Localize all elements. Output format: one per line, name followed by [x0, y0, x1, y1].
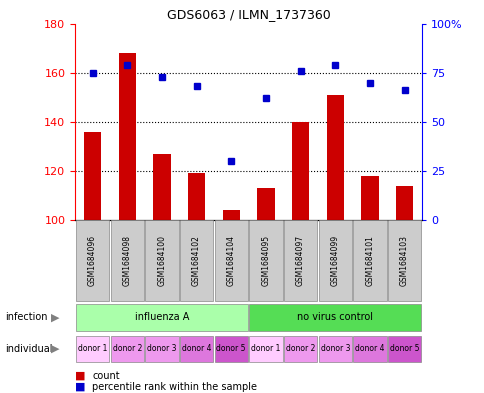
Text: donor 5: donor 5: [389, 344, 419, 353]
Text: GSM1684097: GSM1684097: [295, 235, 304, 286]
Bar: [180, 220, 213, 301]
Text: GSM1684096: GSM1684096: [88, 235, 97, 286]
Text: ■: ■: [75, 382, 86, 392]
Bar: [222, 210, 240, 220]
Bar: [214, 220, 247, 301]
Bar: [76, 220, 109, 301]
Bar: [395, 186, 412, 220]
Bar: [214, 336, 247, 362]
Bar: [153, 154, 170, 220]
Bar: [187, 173, 205, 220]
Text: donor 1: donor 1: [251, 344, 280, 353]
Text: donor 3: donor 3: [147, 344, 176, 353]
Bar: [110, 220, 144, 301]
Text: donor 4: donor 4: [354, 344, 384, 353]
Bar: [118, 53, 136, 220]
Text: ■: ■: [75, 371, 86, 381]
Text: GSM1684100: GSM1684100: [157, 235, 166, 286]
Text: infection: infection: [5, 312, 47, 322]
Text: count: count: [92, 371, 120, 381]
Bar: [387, 336, 421, 362]
Text: donor 4: donor 4: [182, 344, 211, 353]
Bar: [180, 336, 213, 362]
Bar: [352, 220, 386, 301]
Bar: [318, 220, 351, 301]
Bar: [249, 304, 421, 331]
Bar: [145, 220, 178, 301]
Bar: [110, 336, 144, 362]
Bar: [145, 336, 178, 362]
Bar: [352, 336, 386, 362]
Bar: [249, 336, 282, 362]
Bar: [291, 122, 309, 220]
Bar: [326, 95, 343, 220]
Text: no virus control: no virus control: [297, 312, 373, 322]
Bar: [76, 304, 247, 331]
Bar: [249, 220, 282, 301]
Text: donor 3: donor 3: [320, 344, 349, 353]
Text: donor 1: donor 1: [77, 344, 107, 353]
Bar: [76, 336, 109, 362]
Bar: [318, 336, 351, 362]
Bar: [361, 176, 378, 220]
Text: donor 2: donor 2: [285, 344, 315, 353]
Title: GDS6063 / ILMN_1737360: GDS6063 / ILMN_1737360: [166, 8, 330, 21]
Text: ▶: ▶: [51, 312, 60, 322]
Bar: [283, 220, 317, 301]
Bar: [84, 132, 101, 220]
Text: GSM1684095: GSM1684095: [261, 235, 270, 286]
Bar: [387, 220, 421, 301]
Bar: [283, 336, 317, 362]
Text: GSM1684101: GSM1684101: [364, 235, 374, 286]
Text: GSM1684102: GSM1684102: [192, 235, 201, 286]
Text: donor 2: donor 2: [112, 344, 142, 353]
Text: GSM1684098: GSM1684098: [122, 235, 132, 286]
Text: GSM1684099: GSM1684099: [330, 235, 339, 286]
Text: donor 5: donor 5: [216, 344, 245, 353]
Text: influenza A: influenza A: [135, 312, 189, 322]
Text: percentile rank within the sample: percentile rank within the sample: [92, 382, 257, 392]
Bar: [257, 188, 274, 220]
Text: GSM1684103: GSM1684103: [399, 235, 408, 286]
Text: individual: individual: [5, 344, 52, 354]
Text: GSM1684104: GSM1684104: [226, 235, 235, 286]
Text: ▶: ▶: [51, 344, 60, 354]
